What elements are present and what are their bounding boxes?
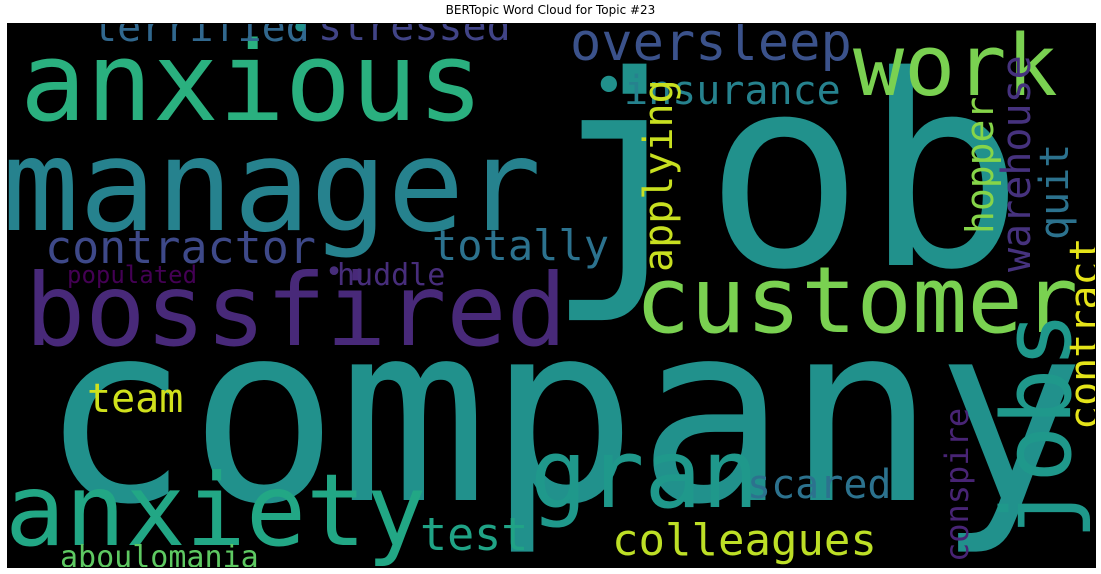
word-customer: customer (635, 247, 1078, 354)
word-populated: populated (67, 261, 197, 289)
word-jobs: jobs (983, 311, 1093, 540)
word-aboulomania: aboulomania (60, 540, 259, 567)
word-anxious: anxious (20, 24, 484, 146)
word-bossfired: bossfired (25, 252, 567, 369)
word-warehouse: warehouse (994, 55, 1040, 272)
word-huddle: huddle (337, 258, 445, 293)
chart-title: BERTopic Word Cloud for Topic #23 (445, 3, 656, 17)
word-dot: • (325, 255, 343, 290)
word-hopper: hopper (958, 97, 1002, 234)
word-contractor: contractor (45, 221, 316, 274)
word-test: test (420, 508, 528, 561)
word-anxiety: anxiety (8, 452, 426, 567)
word-oversleep: oversleep (570, 24, 852, 73)
word-terrified: terrified (93, 24, 310, 51)
word-team: team (87, 376, 183, 422)
word-dot: • (592, 54, 626, 119)
word-gran: gran (530, 420, 759, 530)
word-dot: • (290, 24, 310, 48)
word-scared: scared (747, 462, 892, 508)
word-job: job (545, 24, 1024, 328)
word-manager: manager (8, 112, 541, 261)
word-totally: totally (432, 221, 609, 270)
word-contract: contract (1062, 237, 1095, 430)
word-colleagues: colleagues (612, 515, 877, 566)
word-work: work (853, 24, 1058, 116)
word-quit: quit (1032, 144, 1078, 240)
word-company: company (40, 271, 1085, 559)
word-conspire: conspire (938, 408, 976, 562)
word-insurance: insurance (624, 68, 841, 114)
word-applying: applying (636, 79, 682, 272)
word-cloud: company job manager anxious bossfired custome… (7, 23, 1096, 568)
word-stressed: stressed (318, 24, 511, 50)
